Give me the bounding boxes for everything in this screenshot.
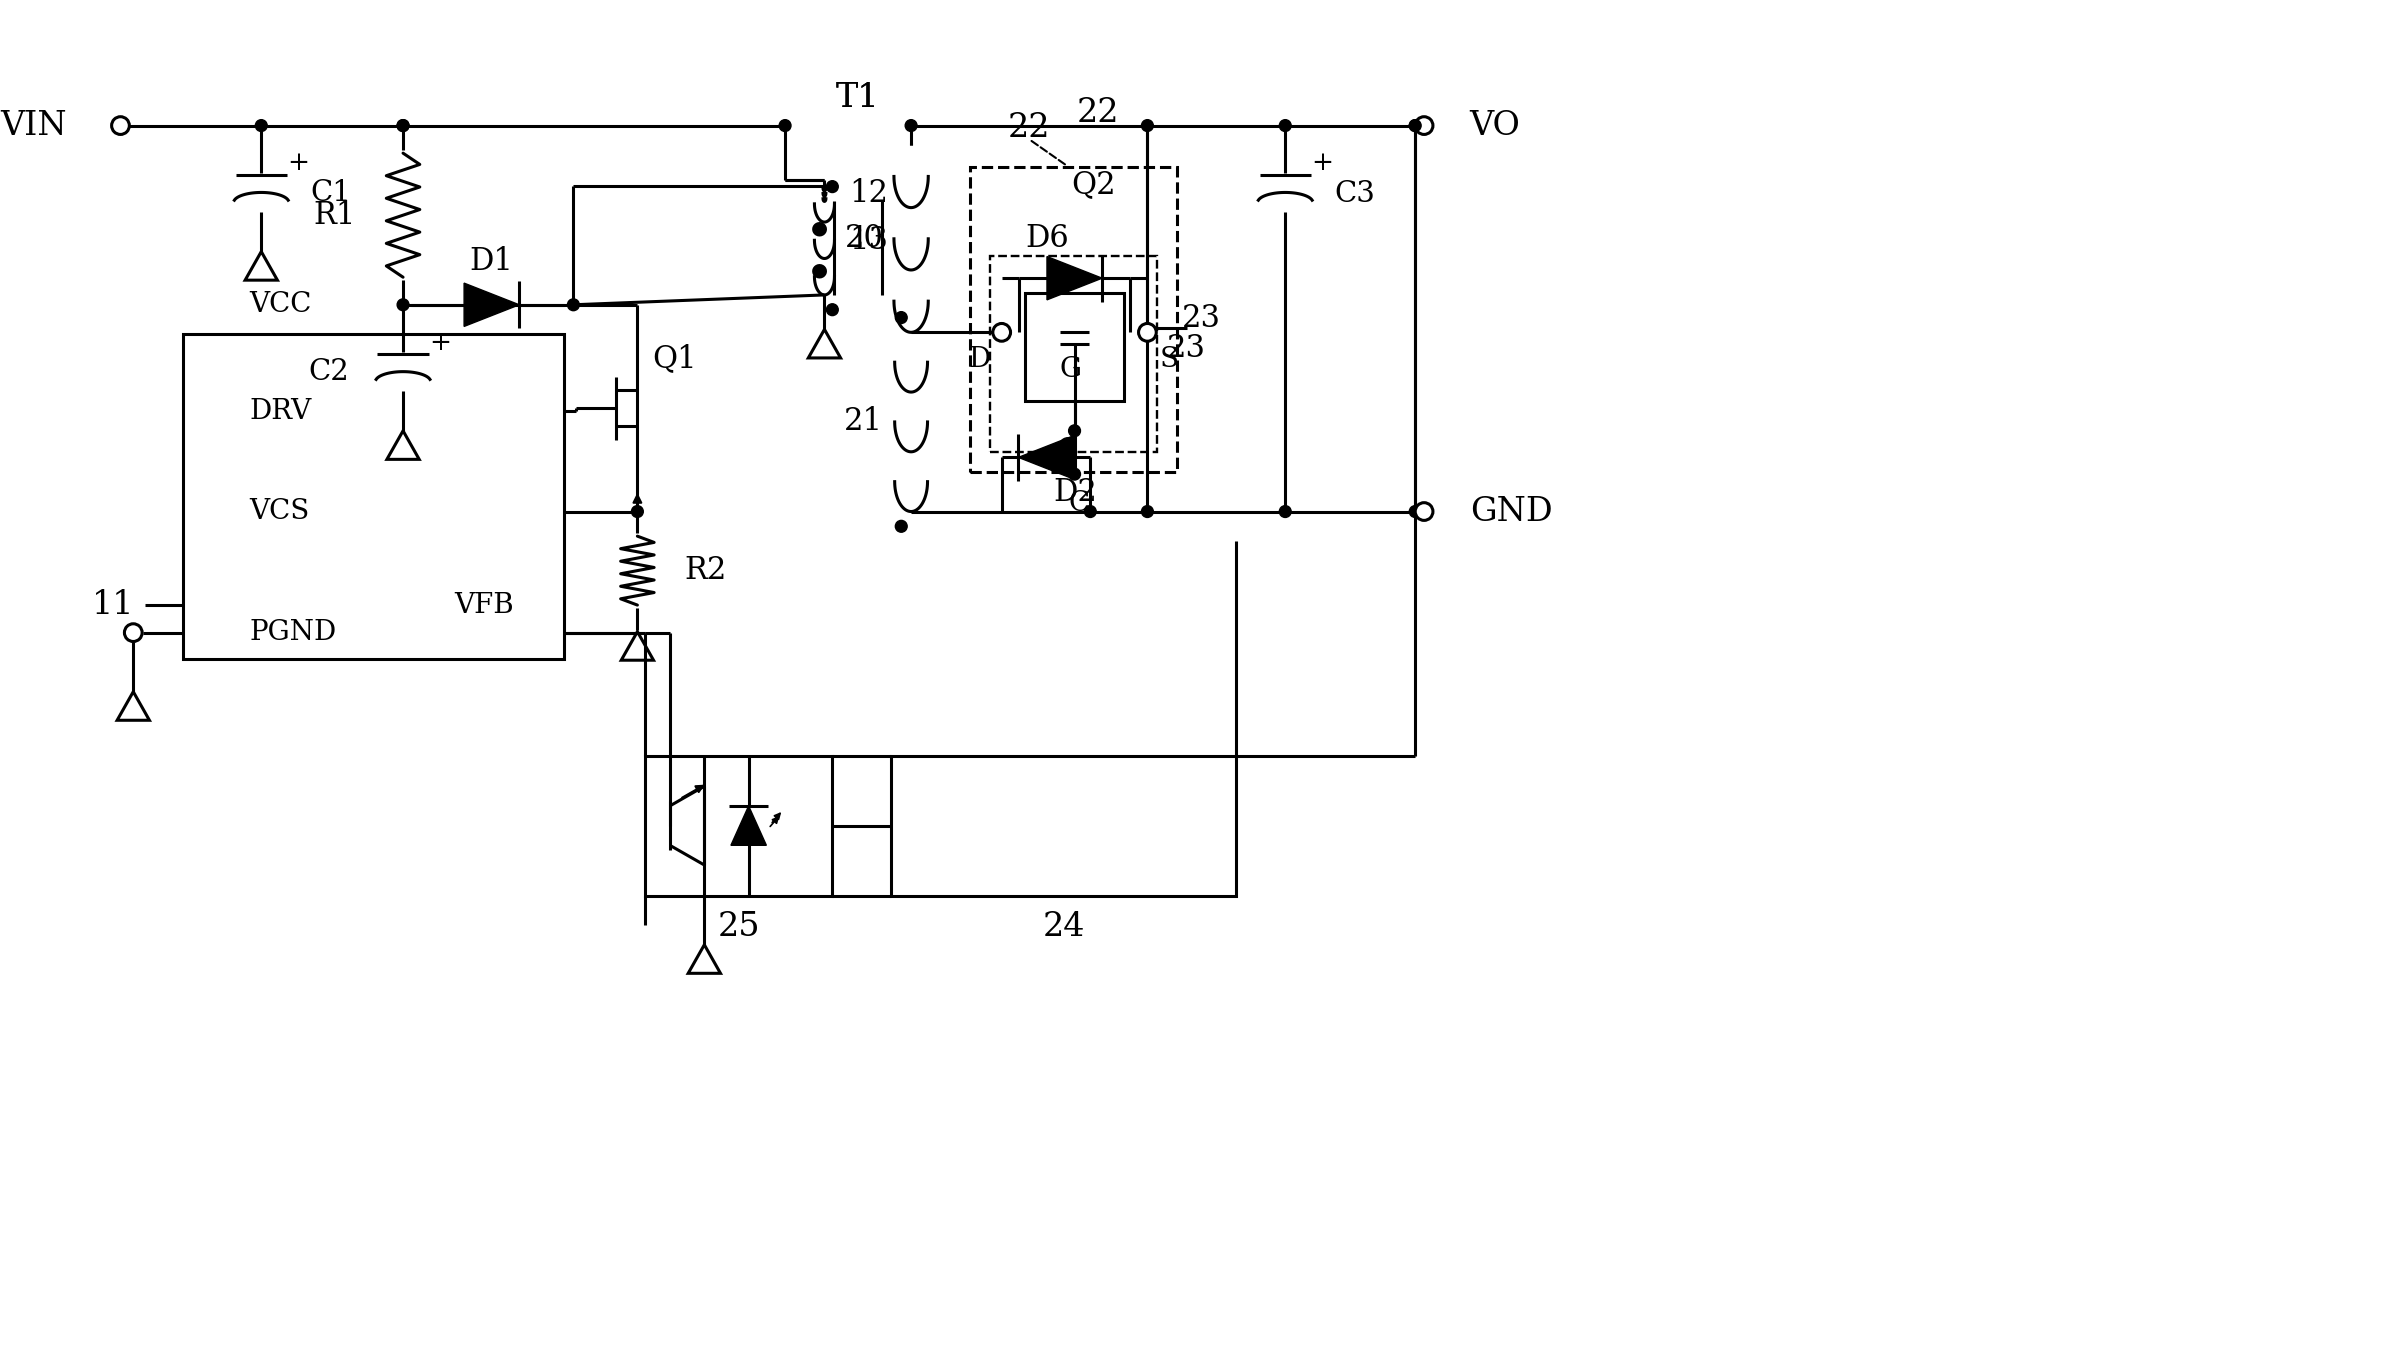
Polygon shape	[1019, 435, 1074, 480]
Bar	[890, 756, 1236, 896]
Polygon shape	[1048, 256, 1103, 300]
Text: 23: 23	[1167, 333, 1205, 364]
Circle shape	[124, 624, 143, 641]
Text: T1: T1	[835, 82, 881, 114]
Circle shape	[778, 120, 790, 132]
Circle shape	[905, 120, 917, 132]
Text: 20: 20	[845, 224, 883, 255]
Text: VFB: VFB	[454, 591, 513, 618]
Text: C2: C2	[308, 358, 349, 385]
Text: T1: T1	[835, 82, 881, 114]
Circle shape	[1415, 117, 1432, 135]
Circle shape	[112, 117, 129, 135]
Circle shape	[826, 304, 838, 315]
Text: 12: 12	[850, 178, 888, 209]
Text: 24: 24	[1043, 911, 1086, 943]
Text: C3: C3	[1334, 180, 1375, 209]
Text: +: +	[289, 151, 310, 175]
Bar	[991, 256, 1158, 453]
Circle shape	[1408, 505, 1420, 517]
Text: GND: GND	[1470, 496, 1554, 528]
Text: C: C	[1069, 490, 1091, 517]
Text: 23: 23	[1182, 303, 1222, 334]
Circle shape	[1139, 323, 1155, 341]
Text: 11: 11	[93, 589, 134, 621]
Circle shape	[1141, 505, 1153, 517]
Text: VO: VO	[1470, 109, 1521, 141]
Circle shape	[396, 299, 408, 311]
Text: ●: ●	[812, 261, 828, 279]
Text: 25: 25	[718, 911, 759, 943]
Text: VIN: VIN	[0, 109, 67, 141]
Text: 22: 22	[1077, 97, 1120, 129]
Text: R1: R1	[313, 199, 356, 230]
Bar	[181, 334, 563, 659]
Text: C1: C1	[310, 179, 351, 206]
Polygon shape	[730, 806, 766, 846]
Circle shape	[895, 520, 907, 532]
Text: D6: D6	[1024, 224, 1069, 255]
Text: D1: D1	[470, 247, 513, 277]
Text: ●: ●	[812, 220, 828, 238]
Circle shape	[1279, 505, 1291, 517]
Text: S: S	[1160, 346, 1179, 373]
Circle shape	[826, 180, 838, 193]
Circle shape	[1141, 120, 1153, 132]
Text: +: +	[430, 330, 451, 354]
Circle shape	[1069, 469, 1081, 480]
Circle shape	[568, 299, 580, 311]
Circle shape	[1084, 505, 1096, 517]
Circle shape	[396, 120, 408, 132]
Text: D: D	[969, 346, 991, 373]
Bar	[644, 756, 833, 896]
Bar	[1026, 292, 1124, 401]
Text: 22: 22	[1007, 112, 1050, 144]
Circle shape	[1408, 120, 1420, 132]
Text: +: +	[1313, 151, 1334, 175]
Circle shape	[993, 323, 1010, 341]
Circle shape	[396, 120, 408, 132]
Text: R2: R2	[685, 555, 728, 586]
Circle shape	[1069, 424, 1081, 436]
Text: PGND: PGND	[251, 620, 337, 647]
Text: G: G	[1060, 356, 1081, 384]
Text: VCC: VCC	[251, 291, 313, 318]
Text: 13: 13	[850, 225, 888, 256]
Bar	[969, 167, 1177, 473]
Text: 21: 21	[845, 407, 883, 438]
Text: Q1: Q1	[652, 343, 697, 374]
Circle shape	[1415, 502, 1432, 520]
Circle shape	[255, 120, 267, 132]
Text: Q2: Q2	[1072, 170, 1115, 201]
Polygon shape	[463, 283, 520, 326]
Circle shape	[895, 311, 907, 323]
Circle shape	[1408, 120, 1420, 132]
Text: DRV: DRV	[251, 397, 313, 424]
Text: VCS: VCS	[251, 498, 310, 525]
Text: D2: D2	[1053, 477, 1098, 508]
Circle shape	[633, 505, 642, 517]
Text: C: C	[1055, 436, 1077, 463]
Circle shape	[1279, 120, 1291, 132]
